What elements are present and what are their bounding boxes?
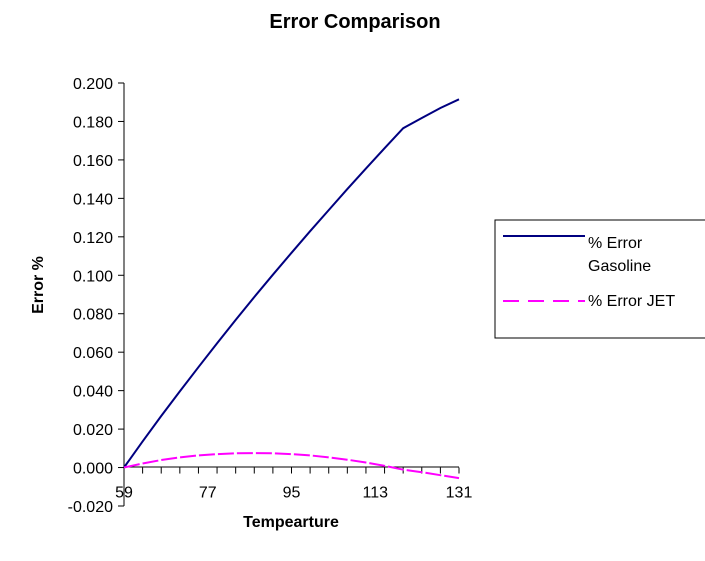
- y-tick-label: 0.140: [73, 191, 113, 208]
- legend-box: [494, 219, 705, 339]
- y-tick-label: 0.160: [73, 153, 113, 170]
- legend: % Error Gasoline % Error JET: [494, 219, 705, 339]
- y-axis-label: Error %: [30, 256, 47, 314]
- x-tick-label: 95: [283, 485, 301, 502]
- y-tick-label: 0.120: [73, 230, 113, 247]
- legend-label: % Error: [588, 235, 643, 252]
- y-axis-ticks: -0.020 0.000 0.020 0.040 0.060 0.080 0.100 0.12…: [68, 76, 124, 516]
- y-tick-label: 0.100: [73, 268, 113, 285]
- legend-label: Gasoline: [588, 258, 651, 275]
- y-tick-label: 0.180: [73, 114, 113, 131]
- y-tick-label: 0.060: [73, 345, 113, 362]
- y-tick-label: 0.200: [73, 76, 113, 93]
- legend-label: % Error JET: [588, 293, 675, 310]
- y-tick-label: -0.020: [68, 499, 113, 516]
- series-group: [123, 98, 460, 480]
- x-tick-label: 113: [362, 485, 388, 502]
- y-tick-label: 0.000: [73, 461, 113, 478]
- y-tick-label: 0.040: [73, 384, 113, 401]
- y-tick-label: 0.080: [73, 307, 113, 324]
- x-axis-label: Tempearture: [243, 514, 339, 531]
- series-line-gasoline: [123, 98, 460, 469]
- series-line-jet: [123, 452, 460, 480]
- y-tick-label: 0.020: [73, 422, 113, 439]
- x-tick-label: 131: [446, 485, 473, 502]
- chart-title: Error Comparison: [269, 11, 440, 33]
- x-tick-label: 77: [199, 485, 217, 502]
